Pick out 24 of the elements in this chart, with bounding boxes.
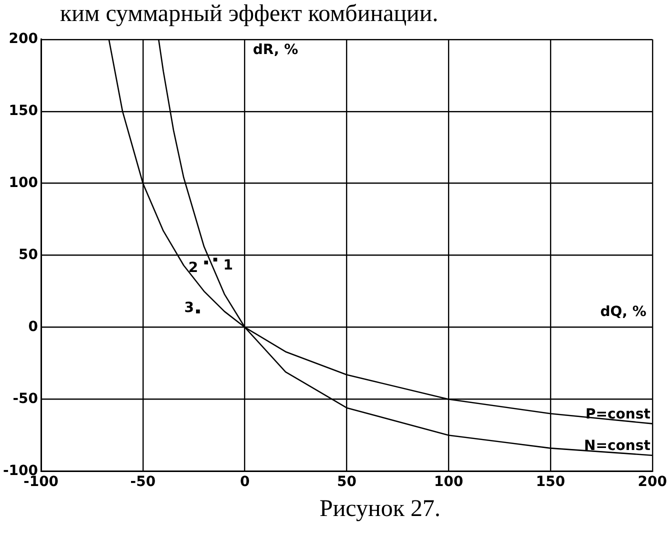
- x-tick-label: 200: [638, 474, 668, 490]
- x-axis-title: dQ, %: [600, 304, 646, 320]
- y-tick-label: 0: [28, 318, 38, 335]
- point: [204, 260, 208, 264]
- y-axis-title: dR, %: [252, 42, 298, 58]
- series-label: P=const: [585, 406, 651, 422]
- annotation: 2: [188, 260, 198, 276]
- x-tick-label: 50: [336, 474, 357, 490]
- x-tick-label: -50: [130, 474, 156, 490]
- point: [196, 310, 200, 314]
- text: ким суммарный эффект комбинации.: [59, 0, 440, 28]
- annotation: 3: [184, 300, 194, 316]
- y-tick-label: 150: [8, 103, 38, 120]
- series-label: N=const: [584, 438, 651, 454]
- x-tick-label: 100: [434, 474, 464, 490]
- y-tick-label: -50: [12, 390, 38, 407]
- y-tick-label: 100: [8, 174, 38, 191]
- y-tick-label: 50: [18, 246, 38, 263]
- text: Рисунок 27.: [318, 495, 442, 524]
- y-tick-label: 200: [8, 31, 38, 48]
- annotation: 1: [223, 257, 234, 274]
- x-tick-label: 150: [536, 474, 566, 490]
- point: [213, 258, 218, 262]
- x-tick-label: 0: [240, 474, 250, 490]
